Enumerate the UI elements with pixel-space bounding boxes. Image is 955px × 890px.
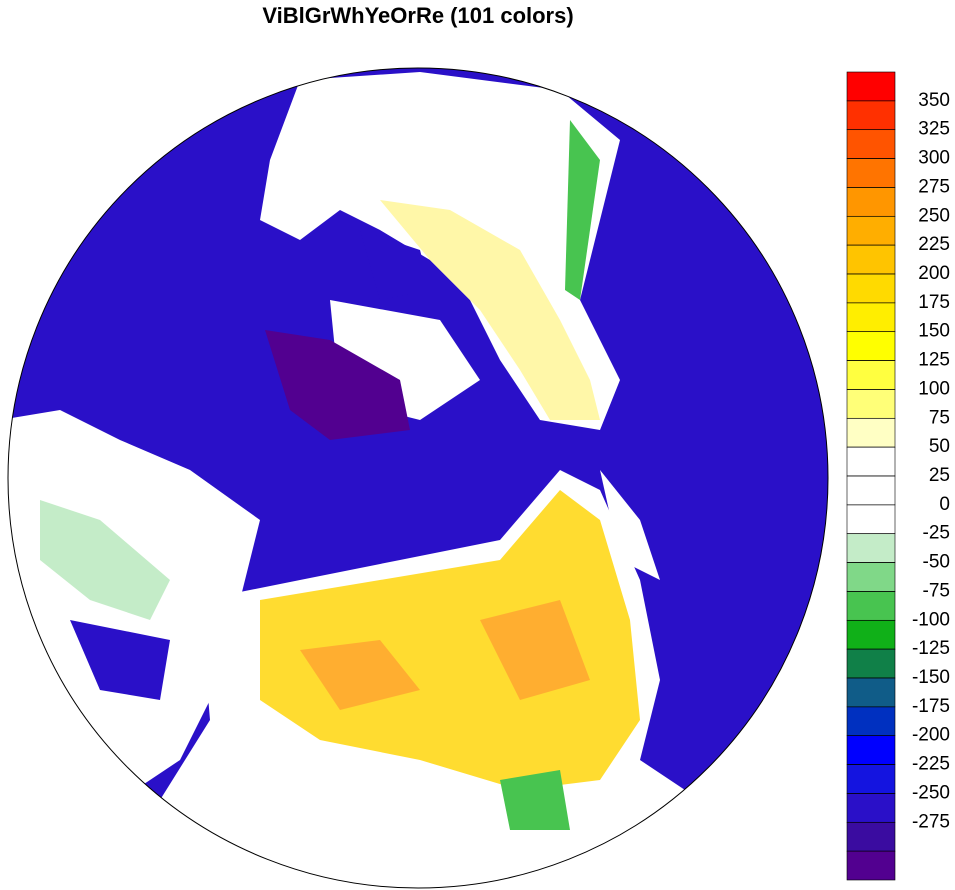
colorbar: 3503253002752502252001751501251007550250… — [846, 71, 950, 881]
colorbar-label: -200 — [912, 725, 950, 746]
colorbar-box — [846, 504, 896, 535]
colorbar-box — [846, 100, 896, 131]
land-warm — [380, 200, 600, 420]
colorbar-label: 200 — [918, 263, 950, 284]
colorbar-box — [846, 331, 896, 361]
colorbar-label: -250 — [912, 782, 950, 803]
colorbar-box — [846, 475, 896, 506]
colorbar-label: -175 — [912, 696, 950, 717]
colorbar-label: -100 — [912, 609, 950, 630]
colorbar-box — [846, 71, 896, 102]
colorbar-label: 25 — [929, 465, 950, 486]
colorbar-box — [846, 158, 896, 188]
colorbar-box — [846, 273, 896, 304]
colorbar-label: 325 — [918, 119, 950, 140]
colorbar-box — [846, 187, 896, 217]
peninsula — [600, 470, 660, 580]
land-warm — [260, 490, 640, 790]
colorbar-box — [846, 302, 896, 333]
colorbar-box — [846, 648, 896, 679]
sea — [70, 620, 170, 700]
colorbar-label: 75 — [929, 407, 950, 428]
colorbar-label: 50 — [929, 436, 950, 457]
colorbar-box — [846, 446, 896, 477]
colorbar-box — [846, 793, 896, 823]
colorbar-box — [846, 706, 896, 737]
colorbar-label: 125 — [918, 350, 950, 371]
land-cool — [500, 770, 570, 830]
colorbar-box — [846, 389, 896, 419]
bay — [360, 230, 430, 300]
colorbar-box — [846, 129, 896, 159]
colorbar-box — [846, 533, 896, 563]
land-hot — [300, 600, 590, 710]
colorbar-box — [846, 764, 896, 794]
colorbar-label: -125 — [912, 638, 950, 659]
colorbar-label: 225 — [918, 234, 950, 255]
colorbar-label: 100 — [918, 378, 950, 399]
colorbar-box — [846, 850, 896, 881]
colorbar-box — [846, 244, 896, 275]
colorbar-box — [846, 417, 896, 448]
colorbar-box — [846, 591, 896, 621]
colorbar-box — [846, 360, 896, 390]
colorbar-label: 0 — [939, 494, 950, 515]
colorbar-label: 350 — [918, 90, 950, 111]
colorbar-box — [846, 677, 896, 708]
colorbar-label: 275 — [918, 176, 950, 197]
island-violet — [265, 330, 410, 440]
colorbar-label: 150 — [918, 321, 950, 342]
map-border — [7, 67, 829, 889]
colorbar-box — [846, 619, 896, 650]
colorbar-label: -25 — [923, 523, 950, 544]
colorbar-box — [846, 562, 896, 592]
coast-green — [565, 120, 600, 300]
colorbar-box — [846, 821, 896, 852]
colorbar-box — [846, 215, 896, 246]
colorbar-label: -150 — [912, 667, 950, 688]
colorbar-label: -275 — [912, 811, 950, 832]
colorbar-label: 300 — [918, 148, 950, 169]
colorbar-label: -75 — [923, 580, 950, 601]
colorbar-label: -50 — [923, 552, 950, 573]
land-cool — [40, 500, 170, 620]
colorbar-label: 175 — [918, 292, 950, 313]
colorbar-box — [846, 735, 896, 765]
colorbar-label: 250 — [918, 205, 950, 226]
title: ViBlGrWhYeOrRe (101 colors) — [262, 3, 573, 28]
colorbar-label: -225 — [912, 754, 950, 775]
